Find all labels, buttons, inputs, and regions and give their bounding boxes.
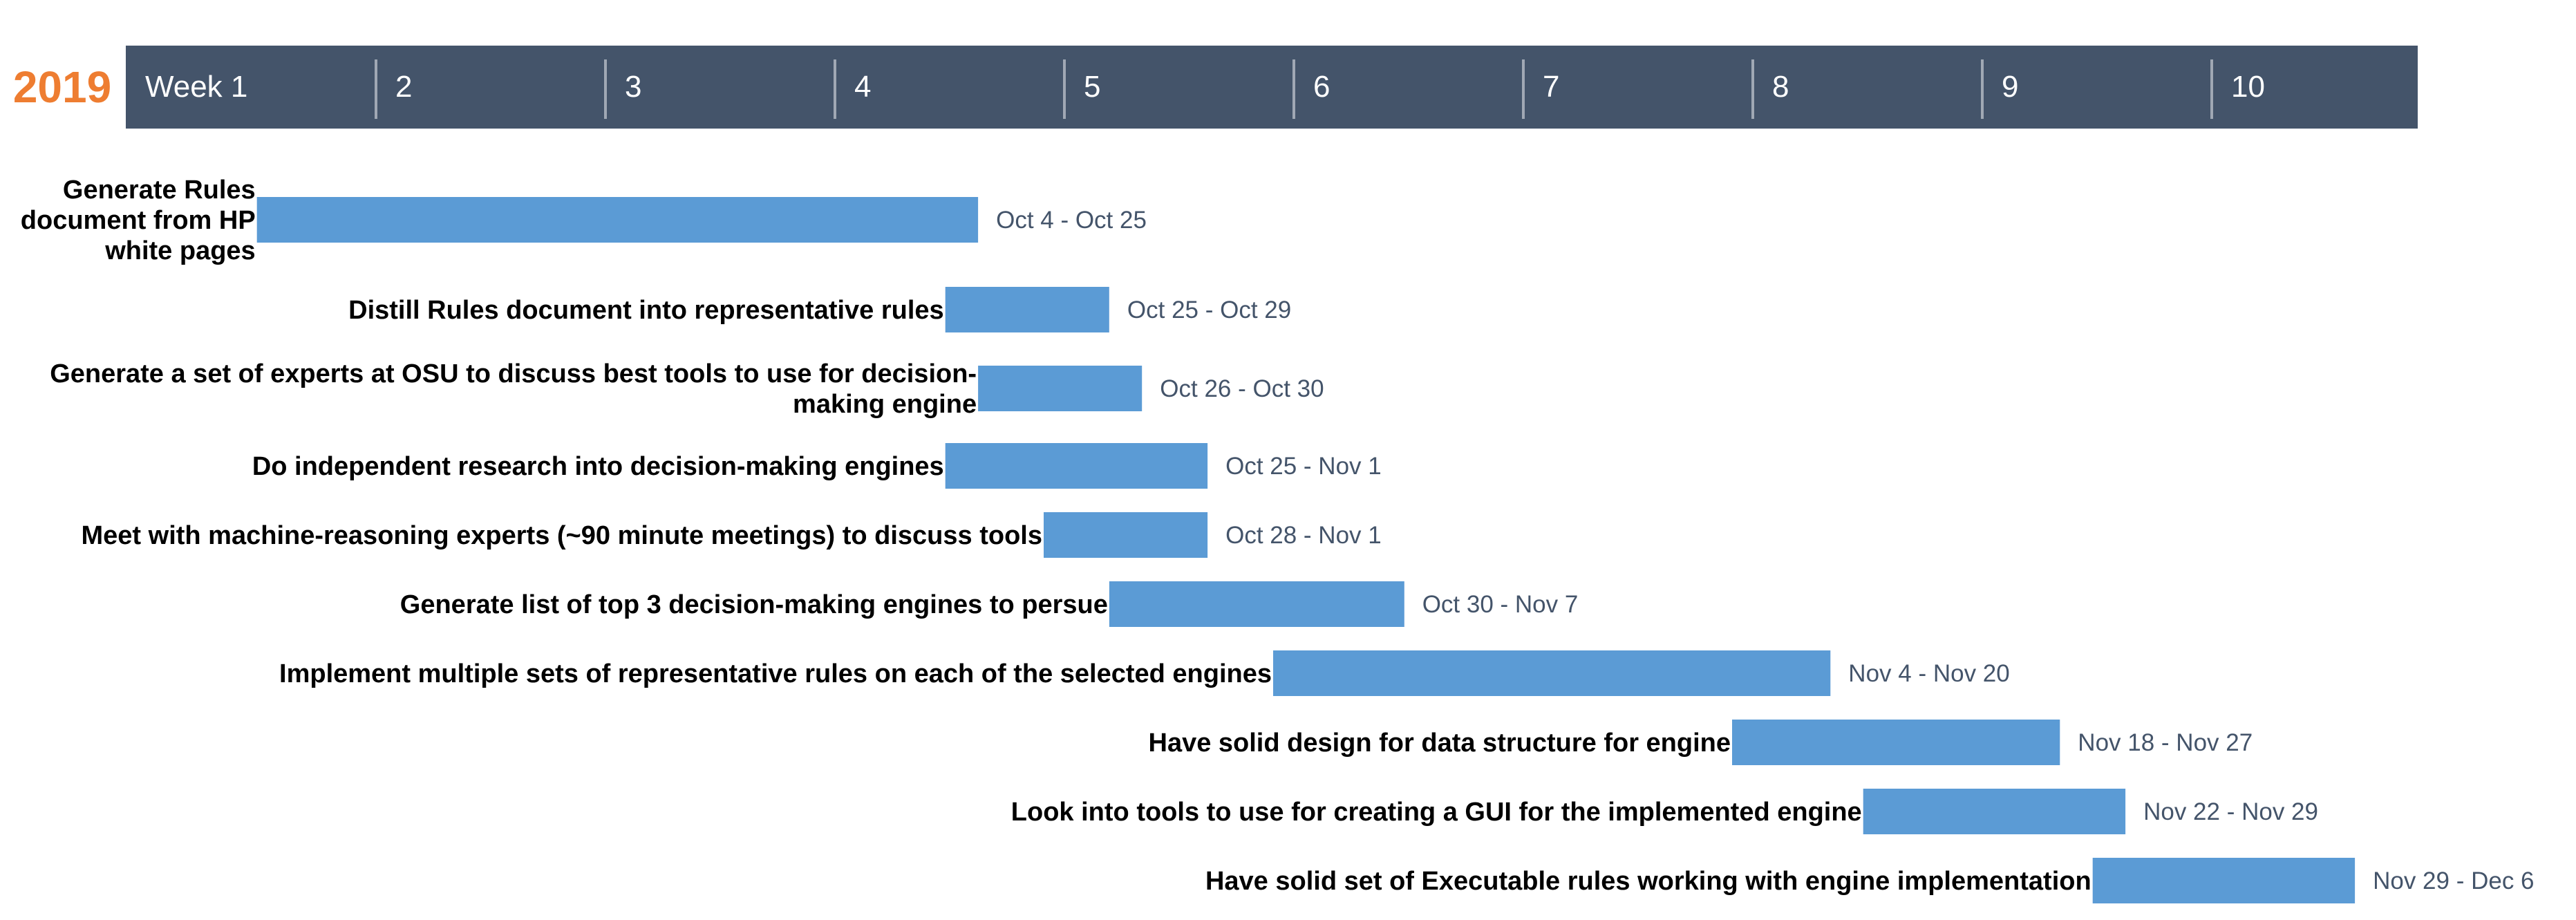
task-bar	[1109, 581, 1404, 627]
task-bar	[945, 287, 1109, 332]
task-label: Generate Rules document from HP white page…	[21, 176, 256, 265]
task-label-line: Generate list of top 3 decision-making e…	[400, 590, 1108, 619]
task-label: Generate list of top 3 decision-making e…	[400, 590, 1108, 619]
week-label: 7	[1543, 70, 1559, 104]
task-bar	[1732, 720, 2060, 765]
task-date-label: Nov 29 - Dec 6	[2373, 867, 2534, 894]
task-bars	[256, 197, 2356, 903]
task-bar	[978, 366, 1143, 411]
task-bar	[2092, 858, 2356, 903]
task-label-line: Look into tools to use for creating a GU…	[1011, 798, 1862, 827]
task-date-label: Oct 4 - Oct 25	[996, 207, 1147, 234]
week-label: 9	[2002, 70, 2018, 104]
header-bar	[126, 46, 2418, 129]
task-label-line: document from HP	[21, 206, 256, 235]
task-label: Meet with machine-reasoning experts (~90…	[82, 521, 1043, 550]
task-labels: Generate Rules document from HP white page…	[21, 176, 2535, 896]
task-label-line: Generate Rules	[63, 176, 256, 205]
task-label: Implement multiple sets of representativ…	[279, 659, 1272, 688]
week-label: 4	[854, 70, 871, 104]
task-label: Have solid set of Executable rules worki…	[1205, 867, 2091, 896]
year-label: 2019	[13, 62, 111, 112]
task-date-label: Oct 25 - Nov 1	[1225, 453, 1382, 480]
task-label: Look into tools to use for creating a GU…	[1011, 798, 1862, 827]
task-label-line: Distill Rules document into representati…	[348, 296, 944, 325]
week-label: 2	[395, 70, 412, 104]
task-date-label: Nov 22 - Nov 29	[2143, 798, 2318, 825]
week-label: 10	[2231, 70, 2265, 104]
week-label: 8	[1772, 70, 1789, 104]
task-label-line: Meet with machine-reasoning experts (~90…	[82, 521, 1043, 550]
task-label-line: Do independent research into decision-ma…	[252, 452, 944, 481]
task-label: Have solid design for data structure for…	[1149, 729, 1731, 758]
week-label: Week 1	[145, 70, 247, 104]
task-label-line: Have solid design for data structure for…	[1149, 729, 1731, 758]
task-date-label: Oct 26 - Oct 30	[1160, 375, 1324, 402]
task-bar	[1273, 650, 1831, 696]
task-date-label: Nov 18 - Nov 27	[2078, 729, 2253, 756]
timeline-header: 2019 Week 1 2 3 4 5 6 7 8 9 10	[13, 46, 2418, 129]
task-label: Generate a set of experts at OSU to disc…	[50, 359, 977, 419]
task-label: Do independent research into decision-ma…	[252, 452, 944, 481]
task-bar	[945, 443, 1208, 489]
task-label-line: Generate a set of experts at OSU to disc…	[50, 359, 977, 388]
task-label: Distill Rules document into representati…	[348, 296, 944, 325]
week-label: 5	[1084, 70, 1100, 104]
task-date-label: Oct 28 - Nov 1	[1225, 522, 1382, 549]
task-bar	[1863, 789, 2126, 834]
task-label-line: white pages	[104, 236, 256, 265]
task-date-label: Nov 4 - Nov 20	[1848, 660, 2009, 687]
task-date-label: Oct 30 - Nov 7	[1422, 591, 1579, 618]
task-label-line: Implement multiple sets of representativ…	[279, 659, 1272, 688]
week-label: 6	[1313, 70, 1330, 104]
task-bar	[1044, 512, 1208, 558]
task-bar	[256, 197, 979, 243]
task-label-line: making engine	[793, 390, 977, 419]
week-label: 3	[625, 70, 641, 104]
task-label-line: Have solid set of Executable rules worki…	[1205, 867, 2091, 896]
task-date-label: Oct 25 - Oct 29	[1127, 297, 1291, 323]
